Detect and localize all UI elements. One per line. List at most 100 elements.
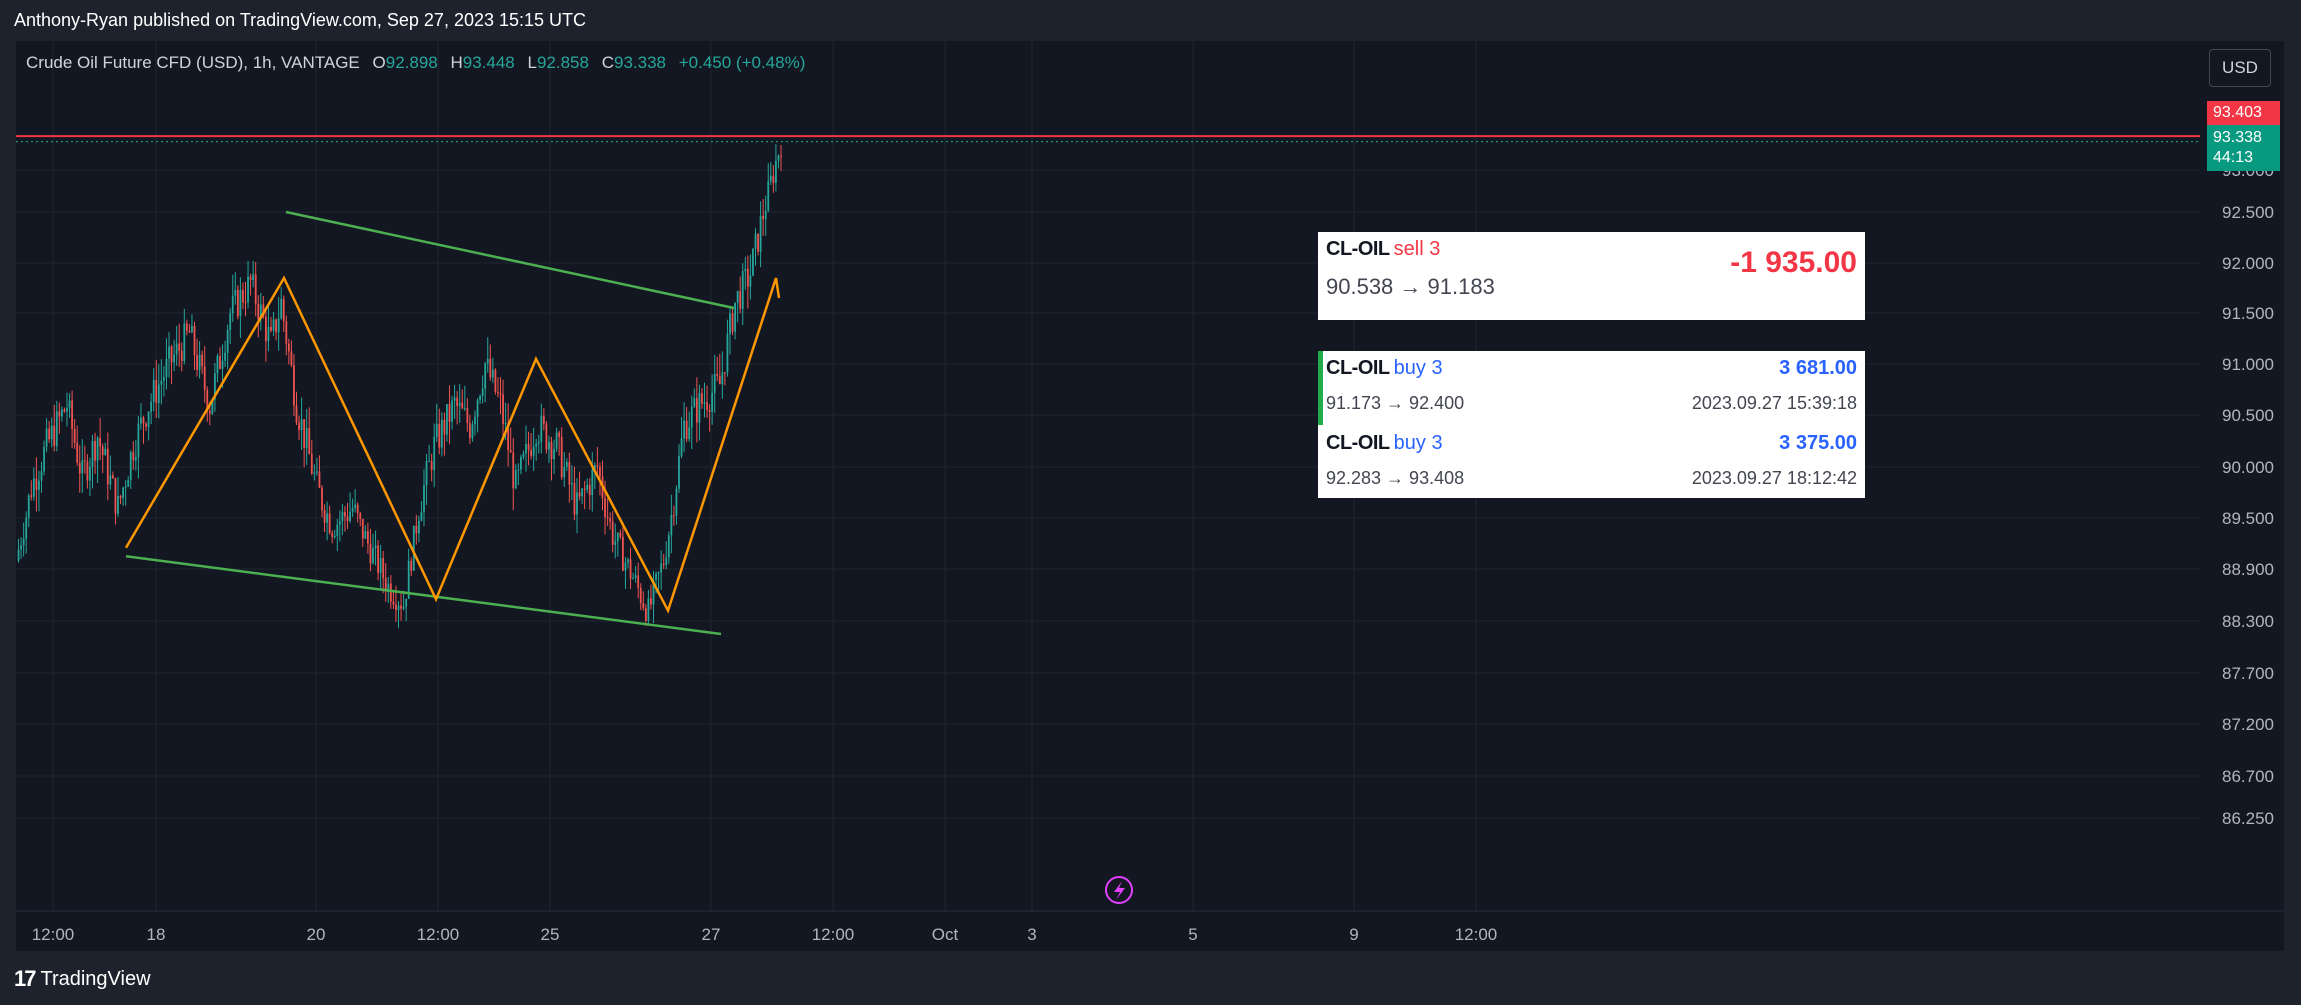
candle-body xyxy=(665,557,668,565)
candle-body xyxy=(359,513,362,519)
candle-body xyxy=(683,420,685,439)
candle-body xyxy=(229,313,232,331)
candle-body xyxy=(226,330,229,353)
trade-card-buy-group[interactable]: CL-OIL buy 3 3 681.00 91.173 → 92.400 202… xyxy=(1318,351,1865,498)
candle-body xyxy=(729,313,731,334)
candle-body xyxy=(303,419,306,448)
candle-body xyxy=(448,404,451,422)
tradingview-logo-text: TradingView xyxy=(40,967,151,990)
candle-body xyxy=(249,276,252,281)
trade-time: 2023.09.27 15:39:18 xyxy=(1691,393,1857,413)
candle-body xyxy=(622,536,624,571)
trade-card-sell[interactable]: CL-OIL sell 3 90.538 → 91.183 -1 935.00 xyxy=(1318,232,1865,320)
candle-body xyxy=(180,350,183,361)
trade-pl: 3 375.00 xyxy=(1779,432,1857,454)
event-marker-icon[interactable] xyxy=(1105,876,1133,904)
trade-row-buy-2[interactable]: CL-OIL buy 3 3 375.00 92.283 → 93.408 202… xyxy=(1326,432,1857,494)
candle-body xyxy=(55,411,58,446)
candle-body xyxy=(178,343,181,351)
candle-body xyxy=(435,423,438,437)
candle-body xyxy=(361,518,364,539)
candle-body xyxy=(553,448,555,460)
candle-body xyxy=(680,438,683,457)
candle-body xyxy=(219,356,221,369)
time-axis-label: 12:00 xyxy=(812,925,855,944)
symbol-title[interactable]: Crude Oil Future CFD (USD), 1h, VANTAGE xyxy=(26,53,360,72)
price-axis-label: 87.700 xyxy=(2222,664,2274,683)
candle-body xyxy=(285,321,288,344)
currency-button[interactable]: USD xyxy=(2209,49,2271,87)
candle-body xyxy=(265,316,267,342)
candle-body xyxy=(262,304,265,317)
alert-price-tag[interactable]: 93.403 xyxy=(2207,101,2280,125)
candle-body xyxy=(170,346,173,363)
trade-row-buy-1[interactable]: CL-OIL buy 3 3 681.00 91.173 → 92.400 202… xyxy=(1326,357,1857,427)
candle-body xyxy=(22,539,25,546)
candle-body xyxy=(63,409,66,412)
candle-body xyxy=(112,475,114,479)
candle-body xyxy=(673,514,675,516)
candle-body xyxy=(106,448,109,485)
candle-body xyxy=(423,485,425,513)
candle-body xyxy=(576,492,578,515)
candle-body xyxy=(152,380,155,402)
candle-body xyxy=(341,511,344,522)
candle-body xyxy=(231,295,234,314)
open-label: O xyxy=(372,53,386,72)
candle-body xyxy=(716,373,719,376)
publish-header: Anthony-Ryan published on TradingView.co… xyxy=(14,10,587,30)
candle-body xyxy=(736,291,739,303)
candle-body xyxy=(749,275,752,287)
candle-body xyxy=(201,354,204,367)
trade-symbol: CL-OIL xyxy=(1326,357,1390,379)
candle-body xyxy=(99,437,102,447)
candle-body xyxy=(548,442,550,450)
last-price-tag: 93.338 44:13 xyxy=(2207,125,2280,171)
candle-body xyxy=(224,352,226,361)
candle-body xyxy=(254,274,257,304)
candle-body xyxy=(619,532,622,537)
candle-body xyxy=(211,399,214,414)
candle-body xyxy=(573,483,576,515)
candle-body xyxy=(377,545,379,573)
candle-body xyxy=(282,299,285,322)
candle-body xyxy=(25,517,28,540)
candle-body xyxy=(425,461,428,486)
tradingview-logo[interactable]: 17 TradingView xyxy=(14,966,151,992)
candle-body xyxy=(392,601,395,605)
candle-body xyxy=(216,356,219,374)
trade-pl: -1 935.00 xyxy=(1730,246,1857,279)
price-chart[interactable]: 93.00092.50092.00091.50091.00090.50090.0… xyxy=(16,41,2284,951)
candle-body xyxy=(588,484,591,496)
candle-body xyxy=(670,514,673,536)
candle-body xyxy=(499,393,502,395)
candle-body xyxy=(489,358,492,378)
trade-symbol: CL-OIL xyxy=(1326,238,1390,260)
candle-body xyxy=(609,518,612,522)
chart-pane[interactable]: 93.00092.50092.00091.50091.00090.50090.0… xyxy=(16,41,2284,951)
candle-body xyxy=(252,274,255,281)
candle-body xyxy=(667,535,670,558)
candle-body xyxy=(558,432,561,437)
time-axis-label: 12:00 xyxy=(417,925,460,944)
price-axis-label: 92.500 xyxy=(2222,203,2274,222)
price-axis-label: 91.500 xyxy=(2222,304,2274,323)
time-axis-label: 9 xyxy=(1349,925,1358,944)
time-axis-label: 25 xyxy=(541,925,560,944)
candle-body xyxy=(532,446,535,456)
candle-body xyxy=(754,233,757,249)
candle-body xyxy=(346,516,349,522)
candle-body xyxy=(721,372,724,385)
candle-body xyxy=(418,520,420,534)
candle-body xyxy=(583,488,586,490)
trade-path: 92.283 → 93.408 xyxy=(1326,468,1465,488)
candle-body xyxy=(40,471,43,481)
candle-body xyxy=(150,401,153,412)
time-axis-label: 27 xyxy=(702,925,721,944)
open-value: 92.898 xyxy=(385,53,438,72)
trade-side: sell 3 xyxy=(1393,238,1441,260)
candle-body xyxy=(757,233,759,252)
candle-body xyxy=(430,460,433,471)
candle-body xyxy=(469,423,471,439)
candle-body xyxy=(234,289,237,296)
